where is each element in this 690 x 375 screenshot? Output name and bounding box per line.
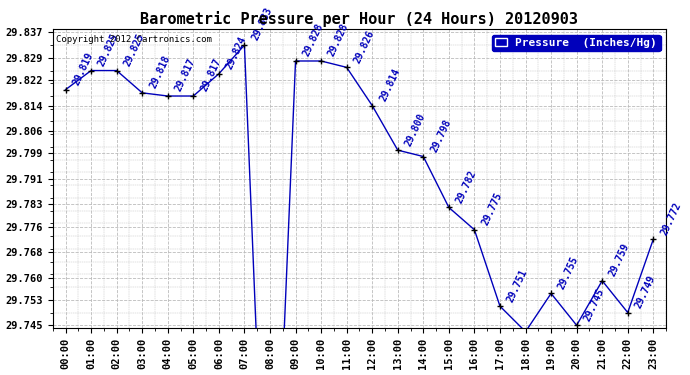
Text: 29.828: 29.828 (301, 22, 325, 58)
Text: 29.833: 29.833 (250, 6, 274, 42)
Text: 29.782: 29.782 (455, 168, 478, 205)
Text: 29.755: 29.755 (557, 255, 580, 291)
Text: Copyright 2012 Cartronics.com: Copyright 2012 Cartronics.com (56, 35, 212, 44)
Text: 29.749: 29.749 (633, 274, 658, 310)
Text: 29.814: 29.814 (377, 67, 402, 103)
Legend: Pressure  (Inches/Hg): Pressure (Inches/Hg) (492, 35, 660, 51)
Text: 29.759: 29.759 (608, 242, 632, 278)
Text: 29.828: 29.828 (326, 22, 351, 58)
Text: 29.825: 29.825 (122, 32, 146, 68)
Text: 29.825: 29.825 (97, 32, 121, 68)
Title: Barometric Pressure per Hour (24 Hours) 20120903: Barometric Pressure per Hour (24 Hours) … (141, 10, 578, 27)
Text: 29.818: 29.818 (148, 54, 172, 90)
Text: 29.800: 29.800 (404, 111, 427, 147)
Text: 29.745: 29.745 (582, 286, 606, 322)
Text: 29.775: 29.775 (480, 191, 504, 227)
Text: 29.798: 29.798 (429, 118, 453, 154)
Text: 29.751: 29.751 (506, 267, 529, 303)
Text: 29.817: 29.817 (199, 57, 223, 93)
Text: 29.743: 29.743 (0, 374, 1, 375)
Text: 29.637: 29.637 (0, 374, 1, 375)
Text: 29.826: 29.826 (352, 28, 376, 64)
Text: 29.772: 29.772 (659, 200, 683, 237)
Text: 29.819: 29.819 (71, 51, 95, 87)
Text: 29.817: 29.817 (173, 57, 197, 93)
Text: 29.824: 29.824 (224, 35, 248, 71)
